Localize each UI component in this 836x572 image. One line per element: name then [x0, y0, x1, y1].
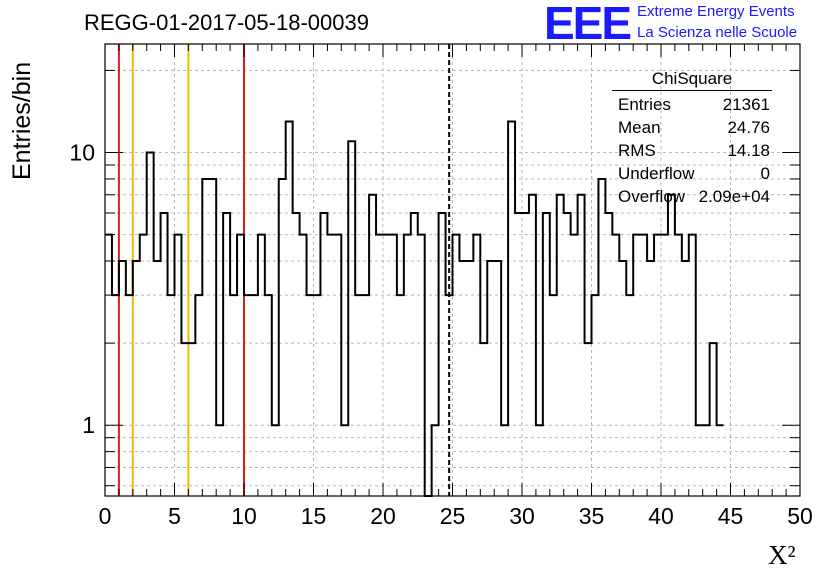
logo-line-2: La Scienza nelle Scuole	[637, 24, 798, 41]
stats-row-entries: Entries 21361	[612, 93, 772, 116]
x-tick-label: 45	[718, 503, 744, 529]
stats-box: ChiSquare Entries 21361 Mean 24.76 RMS 1…	[612, 68, 772, 208]
stats-row-overflow: Overflow 2.09e+04	[612, 185, 772, 208]
eee-logo: EEE	[544, 0, 632, 49]
stats-divider	[612, 90, 772, 91]
x-tick-label: 5	[168, 503, 181, 529]
x-tick-label: 20	[370, 503, 396, 529]
stats-key: RMS	[618, 141, 656, 160]
stats-value: 21361	[722, 95, 770, 114]
axis-tick-labels: 0 5 10 15 20 25 30 35 40 45 50 1 10	[69, 140, 812, 529]
x-tick-label: 25	[440, 503, 466, 529]
stats-row-underflow: Underflow 0	[612, 162, 772, 185]
stats-value: 2.09e+04	[698, 187, 770, 206]
x-tick-label: 35	[579, 503, 605, 529]
stats-title: ChiSquare	[651, 69, 733, 88]
x-tick-label: 30	[509, 503, 535, 529]
x-tick-label: 0	[99, 503, 112, 529]
y-tick-label: 1	[82, 412, 95, 438]
x-tick-label: 10	[231, 503, 257, 529]
chart-title: REGG-01-2017-05-18-00039	[84, 10, 369, 35]
histogram-outline	[105, 120, 724, 497]
stats-key: Entries	[618, 95, 671, 114]
histogram-step-line	[105, 120, 724, 497]
stats-row-mean: Mean 24.76	[612, 116, 772, 139]
x-tick-label: 50	[787, 503, 813, 529]
x-tick-label: 40	[648, 503, 674, 529]
logo-line-1: Extreme Energy Events	[637, 3, 795, 20]
x-axis-label: X²	[768, 540, 796, 570]
x-tick-label: 15	[301, 503, 327, 529]
stats-key: Mean	[618, 118, 661, 137]
stats-row-rms: RMS 14.18	[612, 139, 772, 162]
axis-ticks	[104, 44, 801, 496]
y-axis-label: Entries/bin	[8, 61, 36, 180]
grid-lines	[105, 44, 800, 496]
stats-key: Overflow	[618, 187, 686, 206]
stats-value: 14.18	[727, 141, 770, 160]
stats-value: 0	[760, 164, 770, 183]
stats-value: 24.76	[727, 118, 770, 137]
y-tick-label: 10	[69, 140, 95, 166]
stats-key: Underflow	[618, 164, 695, 183]
